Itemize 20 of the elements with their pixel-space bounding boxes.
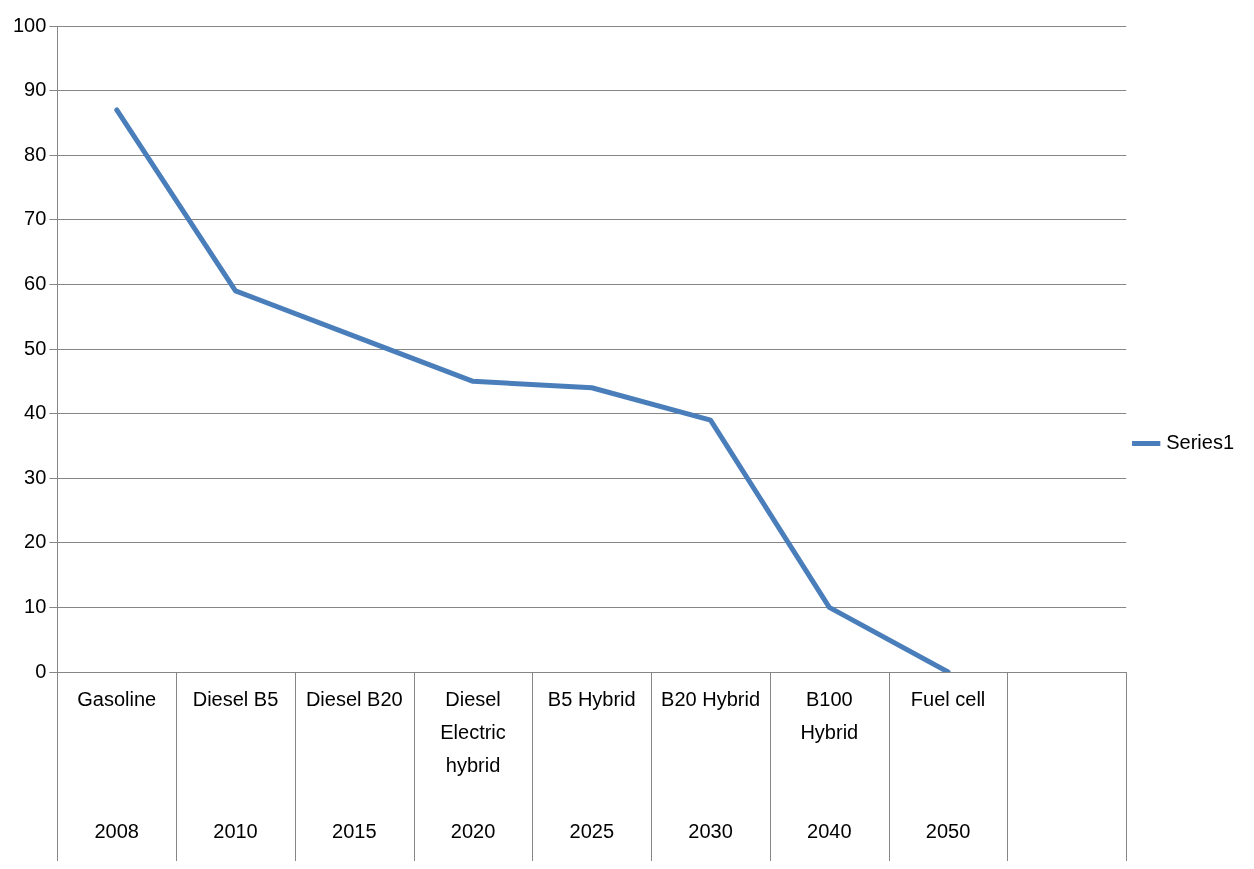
category-label: B20 Hybrid 2030 (661, 688, 760, 843)
y-tick-label: 80 (24, 142, 47, 165)
y-tick-label: 90 (24, 78, 47, 101)
legend-label: Series1 (1166, 431, 1234, 454)
category-label: Diesel B20 2015 (305, 688, 403, 843)
y-tick-label: 30 (24, 465, 47, 488)
category-label: Gasoline 2008 (77, 688, 157, 843)
category-label: Diesel Electric hybrid 2020 (440, 688, 506, 843)
y-tick-label: 10 (24, 594, 47, 617)
y-tick-label: 0 (35, 659, 47, 682)
category-label: Diesel B5 2010 (192, 688, 279, 843)
category-label: B100 Hybrid 2040 (800, 688, 859, 843)
category-label: B5 Hybrid 2025 (547, 688, 636, 843)
y-tick-label: 20 (24, 530, 47, 553)
y-tick-label: 40 (24, 401, 47, 424)
y-tick-label: 50 (24, 336, 47, 359)
y-tick-label: 60 (24, 271, 47, 294)
y-tick-label: 70 (24, 207, 47, 230)
category-label: Fuel cell 2050 (910, 688, 986, 843)
y-tick-label: 100 (12, 13, 47, 36)
